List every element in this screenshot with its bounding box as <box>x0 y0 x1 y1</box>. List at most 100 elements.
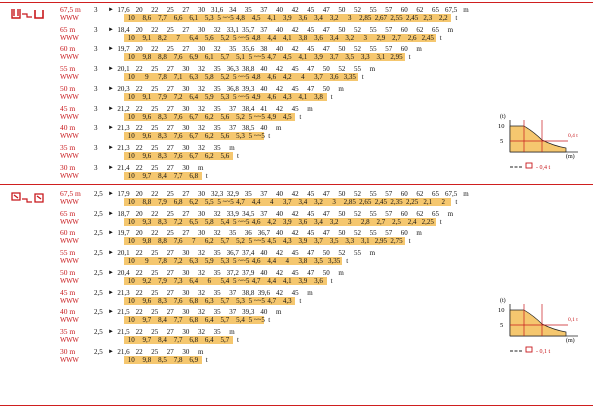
capacity-cell: 5,6 <box>204 33 214 42</box>
radius-cell: 25 <box>166 229 174 238</box>
radius-cell: 40 <box>260 124 268 133</box>
capacity-band <box>123 73 358 82</box>
capacity-cell: 10 <box>127 53 135 62</box>
graph-x-unit: (m) <box>566 337 575 344</box>
radius-cell: 62 <box>416 25 424 34</box>
radius-cell: 42 <box>276 288 283 297</box>
capacity-cell: 4,1 <box>298 53 308 62</box>
capacity-cell: 3,9 <box>298 237 308 246</box>
jib-length-label: 60 m <box>60 228 76 238</box>
capacity-cell: 3,5 <box>329 237 339 246</box>
capacity-cell: 2,55 <box>390 14 403 22</box>
capacity-cell: 3,2 <box>345 33 355 42</box>
capacity-cell: 9,8 <box>142 53 152 62</box>
capacity-cell: 8,4 <box>158 316 167 325</box>
capacity-cell: 5 ~~5 <box>233 73 250 82</box>
capacity-cell: 5 ~~5 <box>233 217 250 226</box>
capacity-cell: 4,3 <box>282 92 292 101</box>
unit-m-label: m <box>229 143 235 152</box>
capacity-cell: 3,5 <box>345 53 355 62</box>
reeving-label: 2,5 <box>94 229 103 238</box>
capacity-cell: 10 <box>127 112 135 121</box>
radius-cell: 40 <box>260 308 268 317</box>
capacity-cell: 7,8 <box>173 355 183 364</box>
radius-cell: 50 <box>322 268 330 277</box>
radius-cell: 30 <box>198 6 205 14</box>
unit-m-label: m <box>463 6 469 14</box>
radius-cell: 57 <box>385 25 393 34</box>
capacity-cell: 6 <box>207 276 212 285</box>
capacity-cell: 6,7 <box>189 151 199 160</box>
capacity-cell: 4,8 <box>236 14 245 22</box>
arrow-icon: ► <box>108 85 114 92</box>
capacity-cell: 4 <box>301 73 305 82</box>
radius-cell: 27 <box>166 124 174 133</box>
capacity-cell: 7,2 <box>173 257 183 266</box>
radius-cell: 37 <box>229 308 237 317</box>
radius-cell: 42 <box>276 104 283 113</box>
radius-cell: 35 <box>213 104 221 113</box>
capacity-cell: 8,8 <box>142 198 152 206</box>
radius-cell: 36,7 <box>226 249 239 258</box>
radius-cell: 37 <box>229 124 237 133</box>
capacity-cell: 5,1 <box>236 53 245 62</box>
radius-cell: 50 <box>338 25 346 34</box>
capacity-cell: 6,8 <box>189 335 199 344</box>
radius-cell: 60 <box>400 229 408 238</box>
capacity-cell: 3,35 <box>327 257 341 266</box>
jib-length-label: 30 m <box>60 346 76 356</box>
capacity-cell: 5 ~~5 <box>217 14 234 22</box>
load-block: 35 m WWW 3 ► 21,3 22 25 27 30 32 35 m 10 9,6 8,3 7,6 6,7… <box>0 143 593 160</box>
radius-cell: 33,1 <box>226 25 239 34</box>
counterweight-wave-icon: WWW <box>60 112 79 121</box>
radius-cell: 35 <box>244 6 252 14</box>
radius-cell: 27 <box>166 288 174 297</box>
reeving-label: 3 <box>94 84 98 93</box>
arrow-icon: ► <box>108 250 114 257</box>
capacity-cell: 4,1 <box>282 33 292 42</box>
radius-cell: 36,8 <box>226 84 239 93</box>
radius-cell: 45 <box>291 104 299 113</box>
capacity-cell: 9 <box>145 73 149 82</box>
unit-m-label: m <box>307 104 313 113</box>
capacity-band <box>123 316 265 325</box>
radius-cell: 32 <box>213 45 221 54</box>
capacity-cell: 3,9 <box>298 276 308 285</box>
capacity-cell: 7,8 <box>158 73 167 82</box>
capacity-cell: 2,8 <box>360 217 370 226</box>
capacity-cell: 5,7 <box>220 237 230 246</box>
radius-cell: 38,8 <box>242 65 255 74</box>
arrow-icon: ► <box>108 309 114 316</box>
radius-cell: 34 <box>229 6 237 14</box>
counterweight-wave-icon: WWW <box>60 92 79 101</box>
radius-cell: 31,6 <box>210 6 224 14</box>
capacity-cell: 4,6 <box>251 217 261 226</box>
capacity-cell: 8,8 <box>158 53 167 62</box>
radius-cell: 27 <box>182 6 190 14</box>
radius-cell: 25 <box>166 6 174 14</box>
capacity-cell: 5,5 <box>204 198 214 206</box>
radius-cell: 20,1 <box>117 249 130 258</box>
radius-cell: 25 <box>151 84 159 93</box>
capacity-cell: 6,3 <box>204 296 214 305</box>
arrow-icon: ► <box>108 348 114 355</box>
radius-cell: 45 <box>307 25 315 34</box>
radius-cell: 22 <box>135 65 143 74</box>
trolley-right-icon <box>34 10 44 19</box>
arrow-icon: ► <box>108 164 114 171</box>
unit-t-label: t <box>299 112 302 121</box>
radius-cell: 20 <box>135 25 143 34</box>
radius-cell: 25 <box>151 143 159 152</box>
capacity-cell: 7 <box>191 237 196 246</box>
capacity-cell: 5,4 <box>220 217 230 226</box>
capacity-cell: 4,4 <box>267 257 277 266</box>
capacity-cell: 5 ~~5 <box>233 33 250 42</box>
radius-cell: 25 <box>166 190 174 198</box>
capacity-cell: 6,5 <box>189 217 199 226</box>
reeving-label: 2,5 <box>94 327 103 336</box>
radius-cell: 32 <box>198 124 205 133</box>
radius-cell: 25 <box>166 209 174 218</box>
radius-cell: 38,5 <box>242 124 255 133</box>
capacity-cell: 5 ~~5 <box>248 53 265 62</box>
unit-t-label: t <box>346 257 349 266</box>
